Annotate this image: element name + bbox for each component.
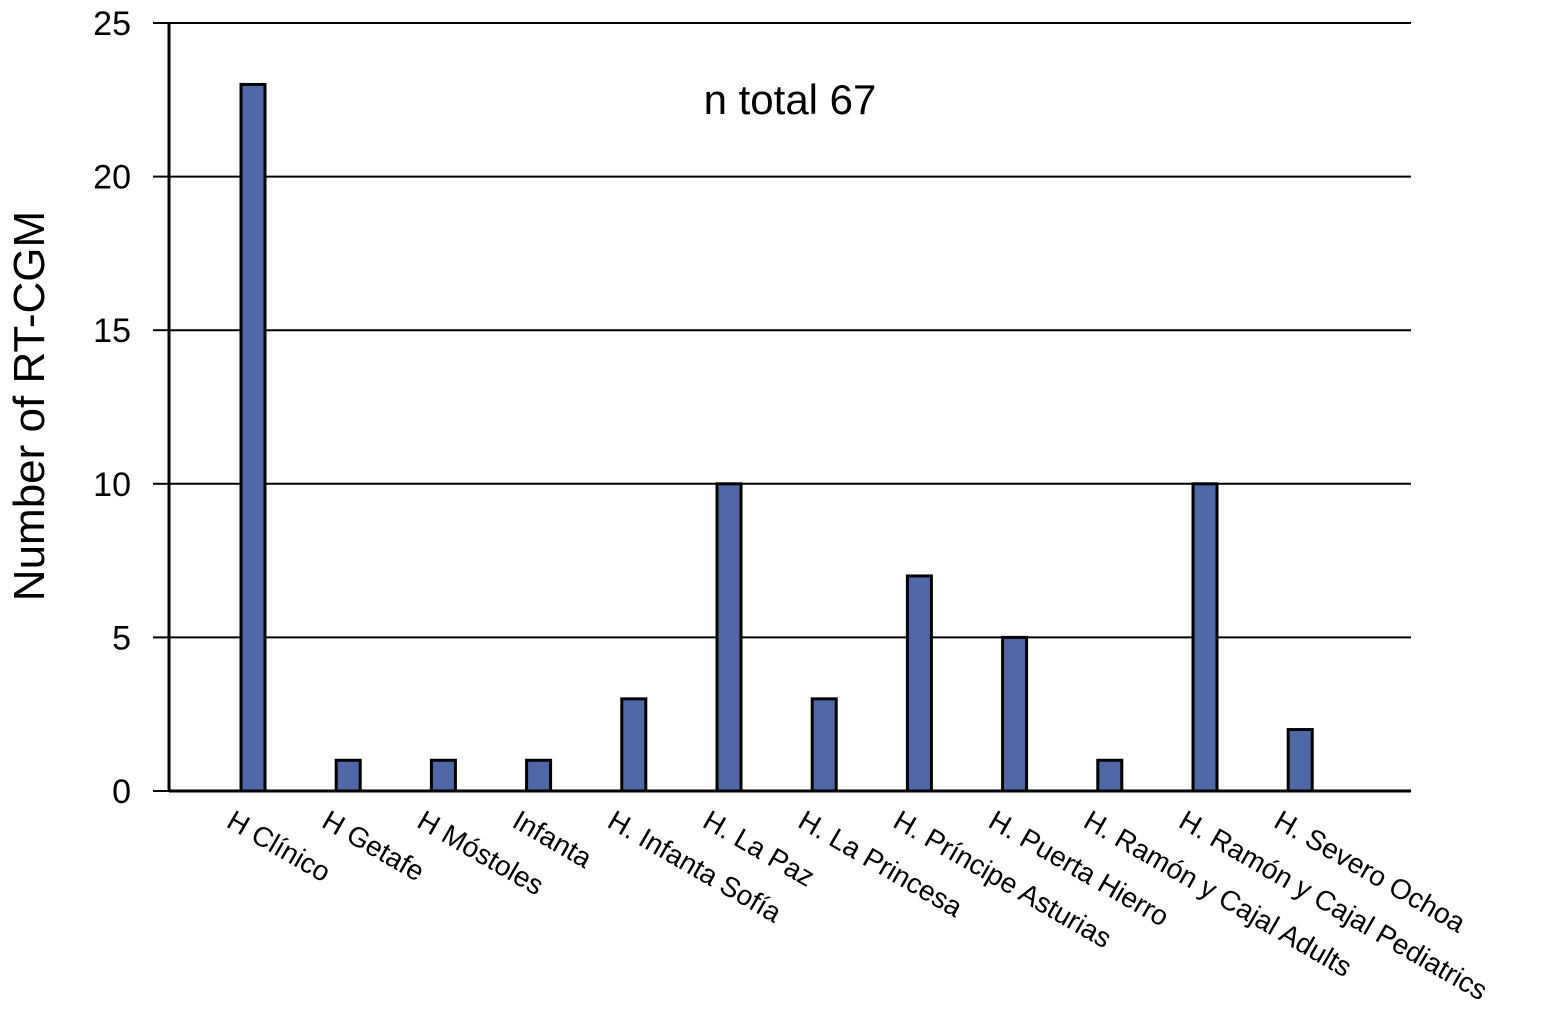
bar-7 xyxy=(810,697,838,793)
bar-1 xyxy=(239,82,267,793)
y-tick-label: 5 xyxy=(112,619,131,657)
x-tick-label: H Clínico xyxy=(222,804,336,888)
bars xyxy=(239,82,1314,793)
bar-9 xyxy=(1001,635,1029,793)
y-tick-label: 0 xyxy=(112,773,131,811)
y-axis-label: Number of RT-CGM xyxy=(5,211,54,601)
y-tick-label: 25 xyxy=(93,5,131,43)
bar-3 xyxy=(429,758,457,793)
bar-6 xyxy=(715,482,743,793)
x-tick-label: H Getafe xyxy=(317,804,430,887)
bar-10 xyxy=(1096,758,1124,793)
y-tick-label: 15 xyxy=(93,312,131,350)
bar-11 xyxy=(1191,482,1219,793)
bar-12 xyxy=(1286,728,1314,793)
y-tick-label: 20 xyxy=(93,159,131,197)
bar-2 xyxy=(334,758,362,793)
bar-5 xyxy=(620,697,648,793)
bar-4 xyxy=(525,758,553,793)
axes xyxy=(153,22,1411,793)
total-annotation: n total 67 xyxy=(704,76,877,123)
x-tick-label: H. La Princesa xyxy=(793,804,968,923)
bar-8 xyxy=(905,574,933,793)
y-tick-label: 10 xyxy=(93,466,131,504)
y-tick-labels: 0 5 10 15 20 25 xyxy=(93,5,131,811)
